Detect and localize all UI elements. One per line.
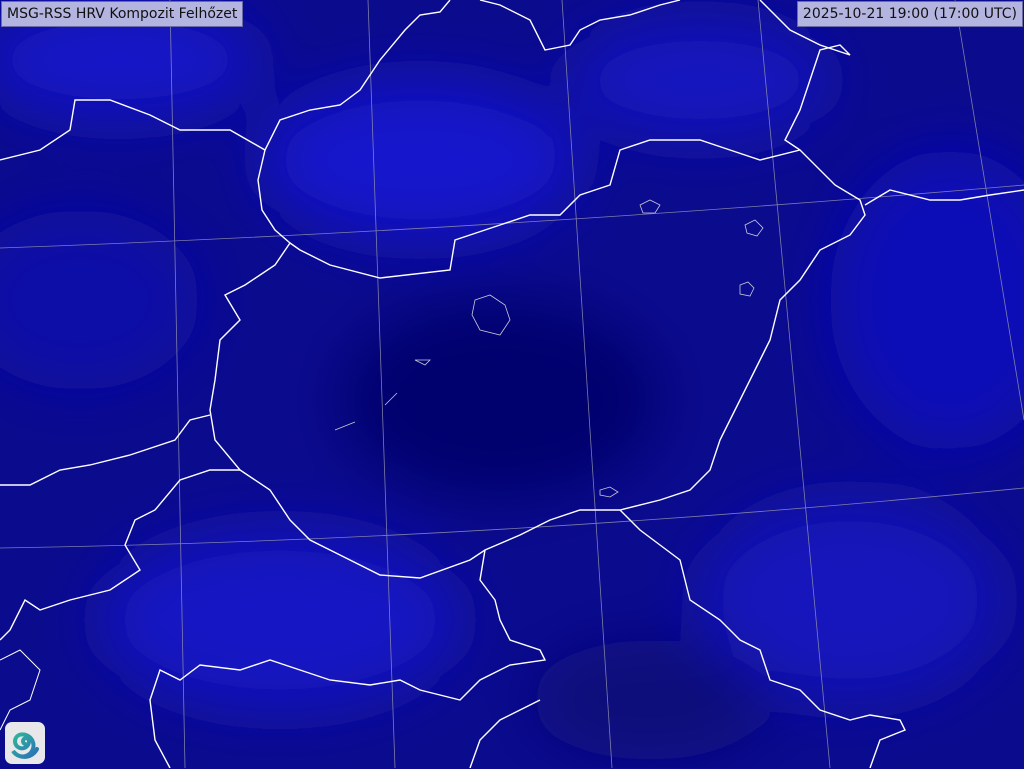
timestamp-label: 2025-10-21 19:00 (17:00 UTC) xyxy=(796,1,1023,27)
product-title-label: MSG-RSS HRV Kompozit Felhőzet xyxy=(1,1,244,27)
water-bodies xyxy=(334,199,764,498)
hungary-border xyxy=(209,139,866,579)
spiral-logo-icon xyxy=(5,722,45,764)
